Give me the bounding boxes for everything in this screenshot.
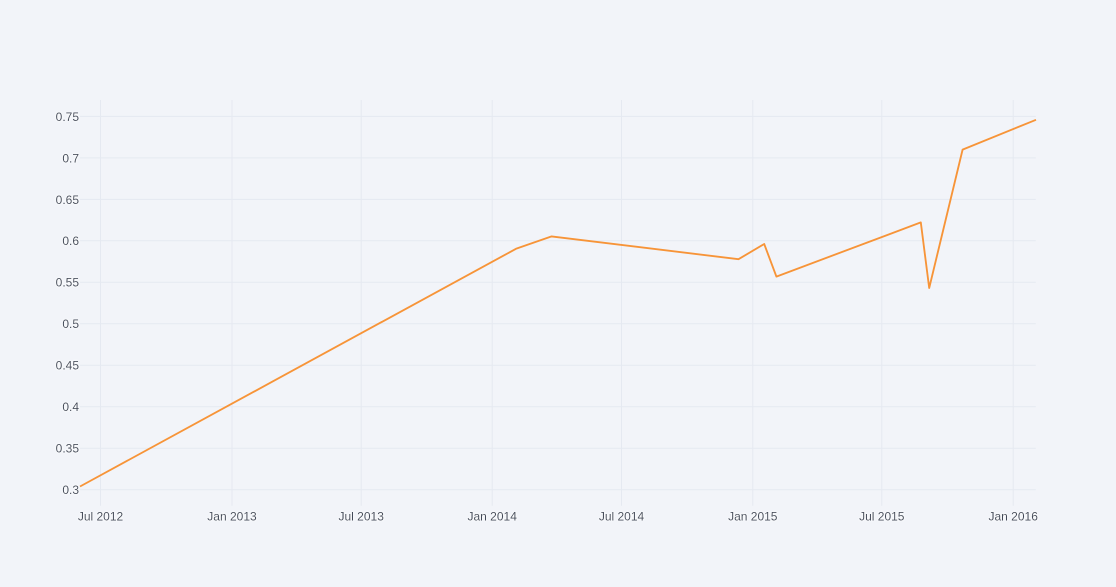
svg-text:0.5: 0.5 [62, 317, 79, 331]
svg-text:Jul 2014: Jul 2014 [599, 509, 645, 523]
svg-text:Jul 2015: Jul 2015 [859, 509, 905, 523]
svg-text:Jan 2015: Jan 2015 [728, 509, 778, 523]
svg-text:0.55: 0.55 [56, 276, 80, 290]
svg-text:0.4: 0.4 [62, 400, 79, 414]
svg-text:Jul 2013: Jul 2013 [339, 509, 385, 523]
svg-text:0.3: 0.3 [62, 483, 79, 497]
svg-text:0.65: 0.65 [56, 193, 80, 207]
svg-text:0.45: 0.45 [56, 359, 80, 373]
svg-text:Jul 2012: Jul 2012 [78, 509, 124, 523]
svg-text:0.7: 0.7 [62, 151, 79, 165]
svg-text:0.75: 0.75 [56, 110, 80, 124]
svg-text:Jan 2013: Jan 2013 [207, 509, 257, 523]
svg-text:Jan 2016: Jan 2016 [989, 509, 1039, 523]
svg-text:0.6: 0.6 [62, 234, 79, 248]
svg-text:Jan 2014: Jan 2014 [468, 509, 518, 523]
svg-text:0.35: 0.35 [56, 442, 80, 456]
